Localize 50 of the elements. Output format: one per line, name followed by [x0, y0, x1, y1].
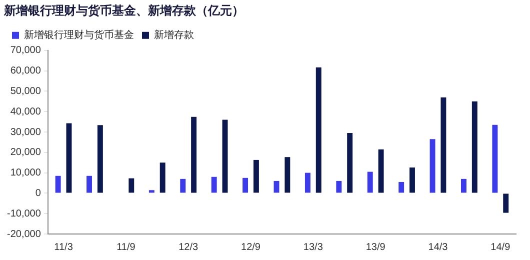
bar: [492, 124, 498, 193]
bar: [128, 178, 134, 193]
y-tick-label: 50,000: [10, 86, 42, 97]
x-tick-label: 12/9: [241, 242, 261, 253]
bar: [398, 182, 404, 193]
bar: [304, 172, 310, 193]
bar: [211, 176, 217, 193]
bar: [461, 178, 466, 193]
bar: [191, 116, 197, 193]
x-tick-label: 12/3: [178, 242, 199, 253]
legend-label: 新增银行理财与货币基金: [24, 28, 134, 41]
x-tick-label: 11/9: [116, 242, 136, 253]
bar: [472, 101, 478, 193]
bar: [242, 178, 248, 193]
bar: [284, 157, 290, 193]
y-tick-label: -20,000: [6, 228, 42, 240]
y-tick-label: 70,000: [10, 45, 42, 56]
bar: [274, 180, 280, 193]
bar: [503, 194, 509, 213]
y-tick-label: 60,000: [10, 66, 42, 77]
y-tick-label: 40,000: [10, 106, 42, 118]
y-tick-label: 20,000: [10, 147, 42, 158]
x-tick-label: 14/3: [428, 242, 448, 253]
bar: [253, 160, 259, 193]
bar: [367, 172, 373, 193]
bar: [222, 120, 228, 193]
x-tick-label: 13/3: [303, 242, 324, 253]
bar: [148, 190, 154, 193]
bar: [97, 125, 103, 193]
bar: [316, 67, 322, 193]
x-tick-label: 14/9: [490, 242, 511, 253]
chart-title: 新增银行理财与货币基金、新增存款（亿元）: [3, 3, 244, 18]
bar: [55, 176, 61, 193]
bar: [430, 139, 436, 193]
bar: [440, 97, 446, 193]
bar: [86, 176, 92, 193]
legend-label: 新增存款: [154, 28, 194, 41]
y-tick-label: -10,000: [6, 208, 42, 220]
bar: [347, 133, 353, 193]
bar: [160, 162, 166, 193]
bar: [180, 178, 186, 193]
x-tick-label: 13/9: [366, 242, 386, 253]
y-tick-label: 0: [35, 188, 42, 199]
y-tick-label: 10,000: [10, 168, 42, 179]
bar: [410, 167, 415, 193]
x-tick-label: 11/3: [54, 242, 74, 253]
y-tick-label: 30,000: [10, 126, 42, 138]
bar: [66, 123, 72, 193]
bar: [378, 149, 384, 193]
bar: [336, 180, 342, 193]
